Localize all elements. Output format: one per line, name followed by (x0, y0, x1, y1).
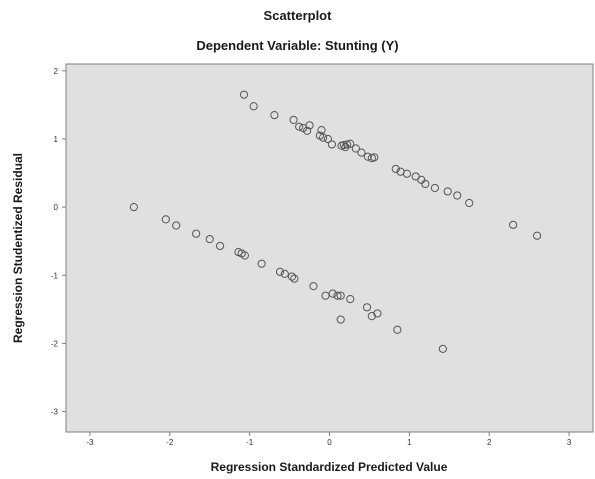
y-tick-label: 1 (54, 135, 59, 144)
data-point (317, 126, 326, 135)
data-point (443, 187, 452, 196)
data-point (239, 90, 249, 99)
y-tick-label: 2 (54, 67, 59, 76)
data-point (323, 134, 333, 144)
x-axis-title: Regression Standardized Predicted Value (211, 460, 448, 474)
data-point (290, 274, 299, 283)
data-point (421, 179, 430, 189)
data-point (240, 251, 249, 260)
data-point (339, 140, 348, 150)
data-point (289, 115, 298, 124)
data-point (373, 309, 382, 318)
x-tick-label: 1 (407, 438, 412, 447)
y-tick-label: 0 (54, 203, 59, 212)
y-axis-title: Regression Studentized Residual (11, 153, 25, 343)
data-point (362, 303, 372, 312)
data-point (438, 344, 447, 353)
data-point (363, 152, 372, 161)
x-tick-label: 2 (487, 438, 492, 447)
data-point (346, 139, 355, 148)
chart-subtitle: Dependent Variable: Stunting (Y) (196, 38, 399, 53)
data-point (216, 241, 225, 251)
data-point (393, 325, 402, 334)
data-point (351, 144, 360, 153)
data-point (257, 259, 266, 268)
data-point (319, 133, 328, 142)
data-point (309, 282, 318, 291)
data-point (205, 235, 214, 244)
x-tick-label: -3 (86, 438, 94, 447)
data-point (129, 203, 138, 212)
data-point (321, 291, 330, 300)
data-points (129, 90, 542, 353)
data-point (270, 111, 279, 120)
data-point (509, 220, 518, 229)
plot-area (65, 63, 594, 433)
data-point (328, 289, 337, 298)
data-point (336, 291, 345, 300)
data-point (327, 140, 336, 149)
data-point (287, 272, 297, 281)
data-point (303, 126, 312, 135)
data-point (533, 231, 542, 240)
x-tick-label: -1 (246, 438, 254, 447)
data-point (305, 121, 314, 130)
axis-ticks: -3 -2 -1 0 1 2 3 -3 -2 -1 0 1 2 (51, 67, 572, 447)
data-point (430, 183, 439, 193)
data-point (357, 148, 366, 157)
x-tick-label: 0 (327, 438, 332, 447)
data-point (336, 315, 345, 324)
data-point (391, 164, 400, 174)
data-point (280, 269, 289, 278)
data-point (275, 267, 285, 276)
data-point (192, 229, 201, 238)
chart-title: Scatterplot (263, 8, 332, 23)
x-tick-label: 3 (567, 438, 572, 447)
data-point (453, 191, 462, 200)
y-tick-label: -3 (51, 408, 59, 417)
data-point (249, 102, 258, 111)
data-point (370, 153, 379, 162)
data-point (465, 198, 474, 208)
data-point (333, 291, 342, 300)
data-point (295, 122, 304, 131)
data-point (402, 169, 412, 178)
y-tick-label: -2 (51, 339, 59, 348)
x-tick-label: -2 (166, 438, 174, 447)
data-point (342, 140, 352, 149)
data-point (161, 215, 170, 224)
data-point (346, 295, 355, 304)
y-tick-label: -1 (51, 271, 59, 280)
data-point (172, 221, 181, 230)
